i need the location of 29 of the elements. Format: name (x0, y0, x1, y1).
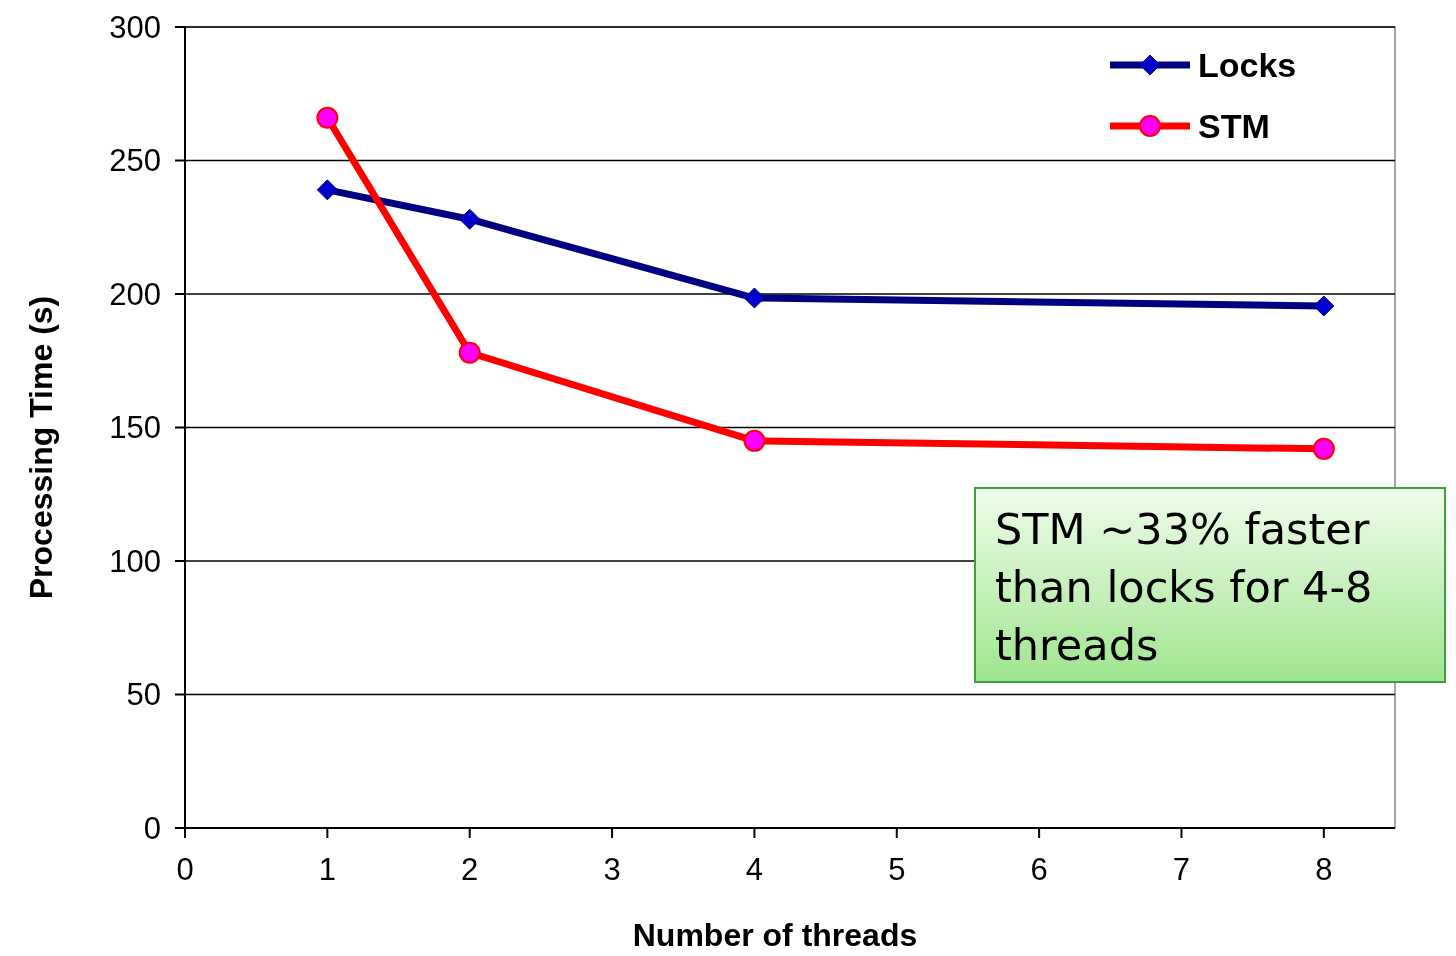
y-tick-label: 0 (143, 810, 161, 846)
x-tick-label: 4 (745, 852, 764, 887)
y-tick-label: 250 (109, 143, 161, 179)
x-tick-label: 8 (1315, 852, 1333, 887)
point (458, 341, 481, 364)
annotation: STM ~33% faster than locks for 4-8 threads (995, 504, 1373, 670)
x-tick-label: 5 (888, 852, 906, 887)
y-tick-label: 50 (126, 677, 161, 713)
point (316, 106, 339, 129)
point (459, 208, 481, 230)
point (743, 287, 765, 309)
y-tick-label: 100 (109, 543, 161, 579)
x-tick-label: 1 (318, 852, 336, 887)
legend-label: STM (1198, 106, 1270, 145)
x-tick-label: 2 (461, 852, 479, 887)
y-axis-title: Processing Time (s) (23, 295, 59, 600)
y-tick-label: 300 (109, 9, 161, 45)
point (1313, 295, 1335, 317)
point (316, 179, 338, 201)
y-tick-label: 150 (109, 410, 161, 446)
x-tick-label: 6 (1030, 852, 1048, 887)
x-tick-label: 3 (603, 852, 621, 887)
x-tick-label: 0 (176, 852, 194, 887)
y-tick-label: 200 (109, 276, 161, 312)
point (1312, 437, 1335, 460)
legend-label: Locks (1198, 45, 1297, 84)
point (743, 429, 766, 452)
x-axis-title: Number of threads (632, 917, 918, 953)
x-tick-label: 7 (1172, 852, 1191, 887)
